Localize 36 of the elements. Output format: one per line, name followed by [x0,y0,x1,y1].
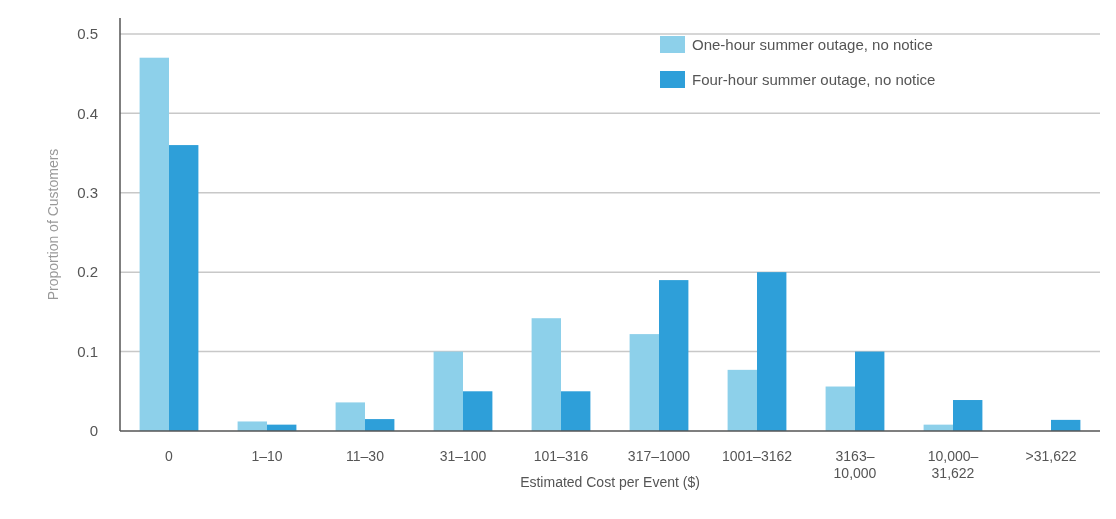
y-tick-label: 0.1 [77,342,98,360]
bar [531,318,561,431]
bar [561,391,591,431]
bar [139,57,169,431]
bar [169,145,199,431]
y-axis-title: Proportion of Customers [45,148,61,301]
y-tick-label: 0 [89,422,98,440]
bar [237,421,267,431]
y-tick-label: 0.4 [77,104,98,122]
x-tick-label: 1001–3162 [721,448,793,464]
x-tick-label: 1–10 [251,448,283,464]
x-tick-label: 10,000– 31,622 [927,448,979,481]
bar [629,334,659,431]
x-axis-title: Estimated Cost per Event ($) [520,474,700,490]
legend-label: One-hour summer outage, no notice [692,36,933,54]
y-tick-label: 0.5 [77,25,98,43]
bar [757,272,787,431]
legend-label: Four-hour summer outage, no notice [692,71,936,89]
y-tick-label: 0.2 [77,263,98,281]
bar [953,400,983,431]
bar [463,391,493,431]
bar [433,351,463,431]
y-tick-label: 0.3 [77,183,98,201]
bar [659,280,689,431]
x-tick-label: 0 [165,448,174,464]
x-tick-label: >31,622 [1025,448,1077,464]
bar [825,386,855,431]
bar [365,419,395,431]
x-tick-label: 3163– 10,000 [833,448,877,481]
bar [727,369,757,431]
x-tick-label: 317–1000 [627,448,691,464]
bar [335,402,365,431]
x-tick-label: 101–316 [533,448,589,464]
x-tick-label: 31–100 [439,448,487,464]
bar [855,351,885,431]
x-tick-label: 11–30 [346,448,385,464]
